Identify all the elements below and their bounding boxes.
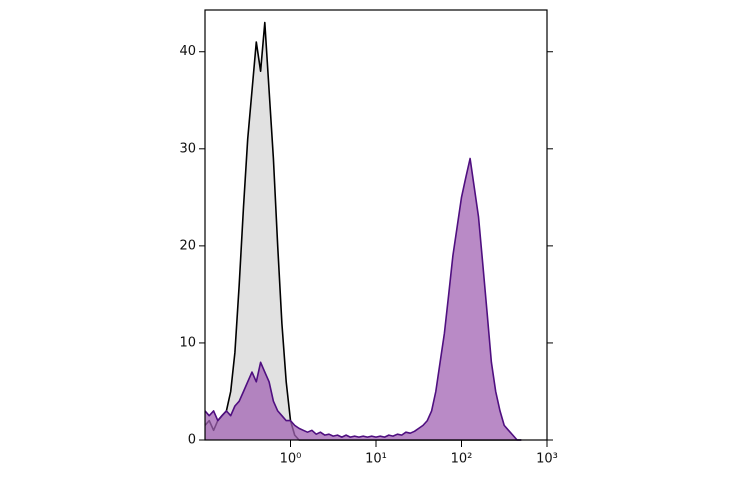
y-tick-label: 40 [179, 44, 196, 59]
area-fill [205, 158, 522, 440]
x-tick-label: 10⁰ [280, 452, 302, 467]
y-tick-label: 20 [179, 238, 196, 253]
area-outline [204, 157, 522, 441]
area-fill [205, 22, 522, 440]
x-tick-label: 10¹ [365, 452, 387, 467]
x-tick-label: 10³ [536, 452, 558, 467]
y-tick-label: 10 [179, 335, 196, 350]
x-tick-label: 10² [451, 452, 473, 467]
y-tick-label: 30 [179, 141, 196, 156]
y-tick-label: 0 [188, 433, 196, 448]
